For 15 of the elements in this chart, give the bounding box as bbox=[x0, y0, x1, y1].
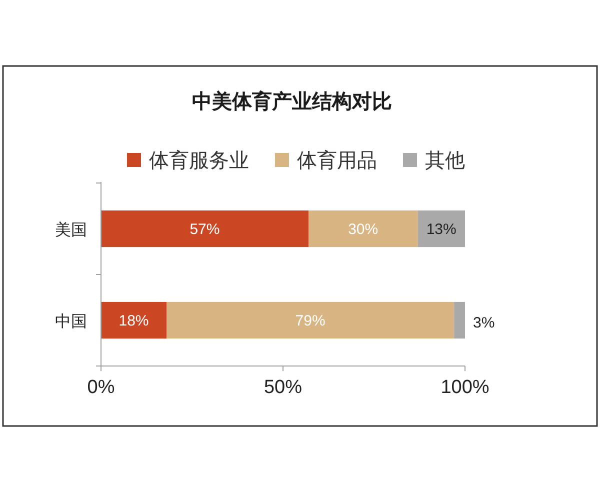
chart-title: 中美体育产业结构对比 bbox=[192, 90, 392, 113]
x-tick-label: 50% bbox=[264, 377, 302, 398]
legend-label: 体育用品 bbox=[297, 149, 377, 172]
legend-label: 体育服务业 bbox=[149, 149, 249, 172]
x-tick-label: 0% bbox=[87, 377, 115, 398]
legend-label: 其他 bbox=[425, 150, 465, 172]
data-label: 3% bbox=[473, 314, 495, 332]
data-label: 18% bbox=[118, 312, 149, 330]
y-tick-label: 中国 bbox=[55, 312, 87, 330]
y-tick-label: 美国 bbox=[55, 220, 87, 239]
data-label: 57% bbox=[190, 220, 220, 238]
data-label: 79% bbox=[295, 312, 326, 330]
data-label: 30% bbox=[348, 220, 378, 238]
x-tick-label: 100% bbox=[440, 377, 490, 398]
data-label: 13% bbox=[426, 220, 456, 238]
